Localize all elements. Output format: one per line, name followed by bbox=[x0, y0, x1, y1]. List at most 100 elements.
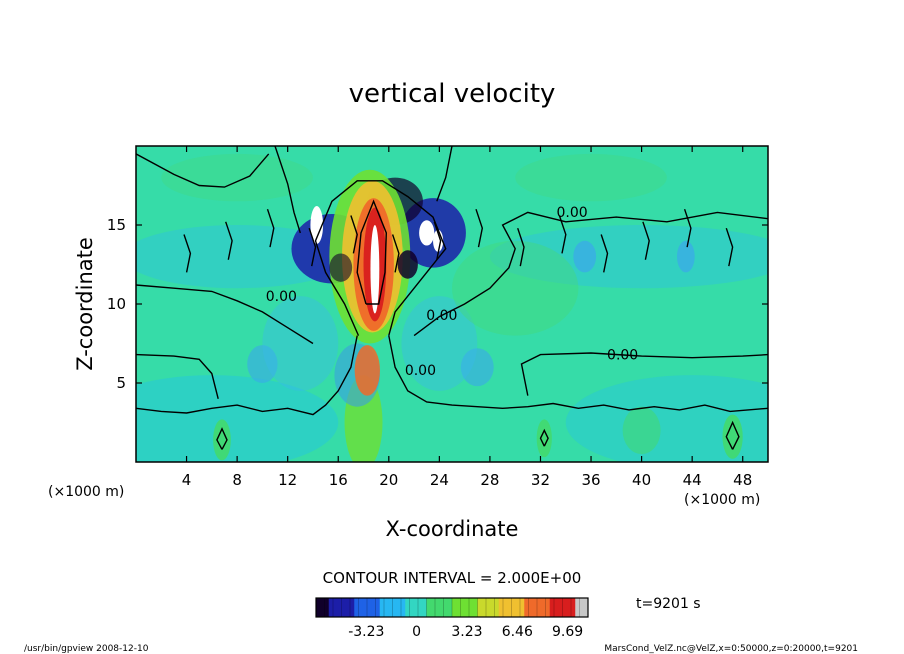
x-tick-label: 40 bbox=[632, 471, 651, 489]
cell-outline bbox=[314, 180, 447, 336]
colorbar-cell bbox=[439, 598, 444, 617]
contour-label: 0.00 bbox=[405, 363, 436, 379]
colorbar-cell bbox=[545, 598, 551, 617]
field-patch bbox=[213, 419, 231, 461]
colorbar-cell bbox=[575, 598, 580, 617]
contour-label: 0.00 bbox=[607, 347, 638, 363]
contour-line bbox=[388, 335, 768, 413]
contour-fragment bbox=[266, 208, 275, 248]
contour-fragment bbox=[475, 208, 484, 248]
colorbar-cell bbox=[558, 598, 563, 617]
colorbar-cell bbox=[477, 598, 483, 617]
colorbar-cell bbox=[528, 598, 534, 617]
updraft-band bbox=[136, 375, 339, 462]
colorbar-cell bbox=[375, 598, 381, 617]
y-axis-ticks: 5 10 15 bbox=[107, 216, 768, 392]
contour-fragment bbox=[558, 215, 567, 254]
colorbar-cell bbox=[341, 598, 347, 617]
updraft-band bbox=[565, 375, 768, 462]
colorbar-cell bbox=[430, 598, 436, 617]
colorbar-cell bbox=[316, 598, 321, 617]
contour-line bbox=[274, 146, 301, 234]
colorbar-cell bbox=[541, 598, 546, 617]
colorbar-cell bbox=[447, 598, 453, 617]
colorbar-cell bbox=[503, 598, 508, 617]
field-patch bbox=[310, 206, 324, 244]
x-axis-ticks: 4 8 12 16 20 24 28 32 36 40 44 48 bbox=[182, 146, 752, 489]
colorbar-cell bbox=[418, 598, 423, 617]
time-label: t=9201 s bbox=[636, 596, 701, 612]
contour-line bbox=[136, 353, 219, 399]
colorbar-cell bbox=[320, 598, 325, 617]
footer-left: /usr/bin/gpview 2008-12-10 bbox=[24, 644, 149, 654]
colorbar-cell bbox=[469, 598, 474, 617]
field-patch bbox=[329, 253, 353, 282]
x-tick-label: 44 bbox=[683, 471, 702, 489]
contour-line bbox=[725, 420, 740, 450]
colorbar-cell bbox=[409, 598, 415, 617]
contour-fragment bbox=[391, 234, 400, 273]
colorbar-cell bbox=[583, 598, 589, 617]
field-patch bbox=[460, 348, 494, 387]
colorbar-cell bbox=[562, 598, 568, 617]
contour-line bbox=[136, 153, 270, 188]
colorbar-cell bbox=[494, 598, 500, 617]
x-tick-label: 32 bbox=[531, 471, 550, 489]
colorbar-cell bbox=[473, 598, 478, 617]
colorbar bbox=[315, 598, 589, 617]
contour-fragment bbox=[308, 227, 317, 267]
colorbar-cell bbox=[435, 598, 440, 617]
colorbar-cell bbox=[379, 598, 385, 617]
colorbar-cell bbox=[350, 598, 355, 617]
colorbar-cell bbox=[367, 598, 372, 617]
colorbar-cell bbox=[443, 598, 449, 617]
colorbar-cell bbox=[354, 598, 359, 617]
field-patch bbox=[573, 240, 597, 273]
x-tick-label: 28 bbox=[480, 471, 499, 489]
colorbar-cell bbox=[392, 598, 398, 617]
x-axis-unit-right: (×1000 m) bbox=[684, 492, 760, 508]
contour-line bbox=[539, 428, 549, 447]
y-tick-label: 5 bbox=[116, 374, 126, 392]
x-tick-label: 12 bbox=[278, 471, 297, 489]
colorbar-cell bbox=[422, 598, 427, 617]
field-patch bbox=[161, 153, 313, 202]
contour-lines bbox=[136, 146, 768, 450]
colorbar-cell bbox=[371, 598, 376, 617]
colorbar-cell bbox=[537, 598, 542, 617]
colorbar-cell bbox=[333, 598, 338, 617]
colorbar-cell bbox=[328, 598, 334, 617]
x-tick-label: 8 bbox=[232, 471, 242, 489]
x-tick-label: 4 bbox=[182, 471, 192, 489]
colorbar-cell bbox=[345, 598, 351, 617]
colorbar-cell bbox=[426, 598, 432, 617]
colorbar-cell bbox=[452, 598, 457, 617]
contour-label: 0.00 bbox=[556, 205, 587, 221]
colorbar-cell bbox=[554, 598, 559, 617]
x-axis-label: X-coordinate bbox=[386, 517, 519, 541]
colorbar-cell bbox=[498, 598, 504, 617]
contour-fragment bbox=[183, 234, 192, 273]
field-patch bbox=[536, 419, 552, 458]
field-patch bbox=[419, 220, 435, 246]
field-patch bbox=[622, 406, 661, 455]
colorbar-cell bbox=[524, 598, 529, 617]
chart-title: vertical velocity bbox=[349, 79, 556, 109]
contour-fragment bbox=[225, 221, 233, 260]
colorbar-tick-label: 3.23 bbox=[451, 624, 482, 640]
colorbar-cell bbox=[405, 598, 410, 617]
field-patch bbox=[397, 250, 418, 279]
colorbar-cell bbox=[549, 598, 555, 617]
contour-label: 0.00 bbox=[266, 289, 297, 305]
colorbar-cell bbox=[464, 598, 470, 617]
colorbar-tick-label: 9.69 bbox=[552, 624, 583, 640]
colorbar-cell bbox=[384, 598, 389, 617]
footer-right: MarsCond_VelZ.nc@VelZ,x=0:50000,z=0:2000… bbox=[604, 644, 858, 654]
contour-labels: 0.00 0.00 0.00 0.00 0.00 bbox=[266, 205, 638, 379]
colorbar-cell bbox=[396, 598, 402, 617]
y-axis-label: Z-coordinate bbox=[73, 237, 97, 371]
contour-zero bbox=[520, 352, 768, 396]
colorbar-cell bbox=[362, 598, 368, 617]
x-tick-label: 24 bbox=[430, 471, 449, 489]
colorbar-cell bbox=[413, 598, 419, 617]
